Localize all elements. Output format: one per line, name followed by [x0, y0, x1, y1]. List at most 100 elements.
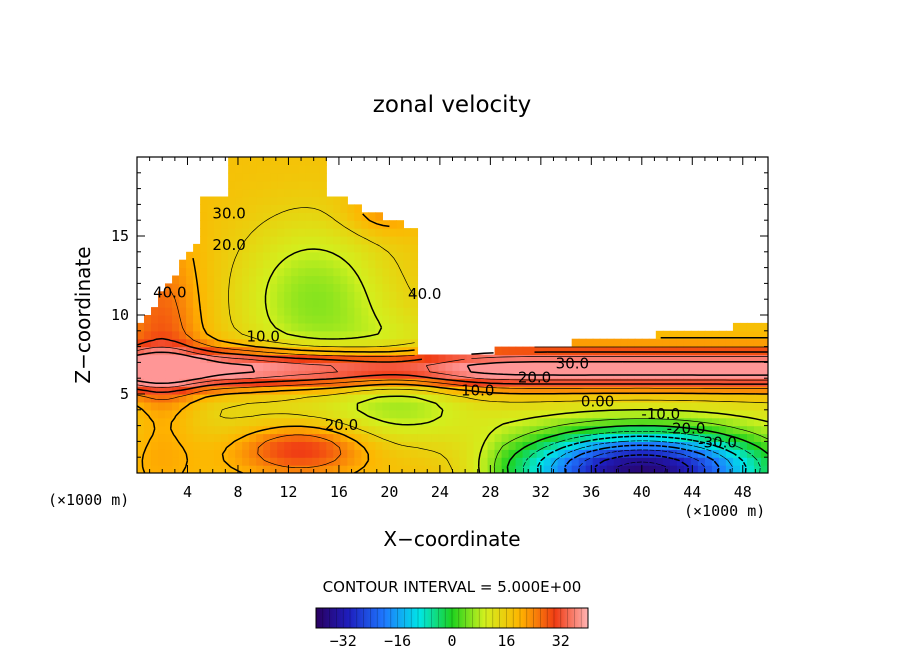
field-cell: [228, 449, 236, 458]
field-cell: [718, 378, 727, 387]
field-cell: [704, 386, 713, 395]
field-cell: [158, 409, 166, 419]
field-cell: [263, 315, 271, 324]
field-cell: [760, 425, 768, 435]
field-cell: [312, 409, 320, 419]
field-cell: [312, 338, 320, 348]
field-cell: [284, 204, 292, 213]
field-cell: [480, 441, 489, 450]
field-cell: [655, 362, 664, 371]
field-cell: [312, 220, 320, 229]
field-cell: [305, 259, 313, 269]
field-cell: [501, 449, 510, 458]
field-cell: [389, 401, 398, 411]
field-cell: [690, 378, 699, 387]
field-cell: [277, 236, 285, 245]
field-cell: [354, 322, 362, 332]
colorbar-tick-label: −32: [330, 632, 357, 650]
field-cell: [291, 425, 299, 435]
field-cell: [179, 378, 187, 387]
field-cell: [354, 267, 362, 277]
field-cell: [424, 457, 433, 466]
field-cell: [277, 307, 285, 316]
field-cell: [305, 465, 313, 473]
field-cell: [396, 251, 405, 261]
field-cell: [270, 307, 278, 316]
field-cell: [445, 378, 454, 387]
field-cell: [347, 386, 355, 395]
field-cell: [333, 338, 341, 348]
field-cell: [200, 283, 208, 292]
field-cell: [375, 441, 383, 450]
field-cell: [697, 457, 706, 466]
field-cell: [396, 330, 405, 340]
field-cell: [242, 457, 250, 466]
field-cell: [669, 433, 678, 442]
field-cell: [543, 465, 552, 473]
field-cell: [403, 291, 412, 300]
field-cell: [319, 370, 327, 379]
field-cell: [424, 378, 433, 387]
field-cell: [403, 386, 412, 395]
field-cell: [480, 465, 489, 473]
field-cell: [760, 441, 768, 450]
field-cell: [158, 315, 166, 324]
field-cell: [725, 330, 734, 340]
field-cell: [522, 346, 531, 356]
field-cell: [144, 449, 152, 458]
field-cell: [494, 386, 503, 395]
field-cell: [683, 346, 692, 356]
field-cell: [214, 220, 222, 229]
field-cell: [291, 315, 299, 324]
field-cell: [151, 441, 159, 450]
field-cell: [221, 315, 229, 324]
field-cell: [340, 243, 348, 253]
field-cell: [641, 354, 650, 363]
field-cell: [193, 457, 201, 466]
field-cell: [340, 394, 348, 403]
field-cell: [669, 378, 678, 387]
field-cell: [242, 267, 250, 277]
field-cell: [249, 164, 257, 174]
field-cell: [522, 354, 531, 363]
field-cell: [634, 417, 643, 427]
field-cell: [571, 386, 580, 395]
field-cell: [431, 354, 440, 363]
field-cell: [347, 378, 355, 387]
field-cell: [403, 236, 412, 245]
field-cell: [179, 267, 187, 277]
field-cell: [543, 425, 552, 435]
field-cell: [312, 251, 320, 261]
field-cell: [249, 259, 257, 269]
field-cell: [221, 330, 229, 340]
field-cell: [270, 457, 278, 466]
field-cell: [340, 386, 348, 395]
field-cell: [403, 449, 412, 458]
field-cell: [662, 394, 671, 403]
field-cell: [179, 394, 187, 403]
field-cell: [382, 465, 390, 473]
field-cell: [361, 465, 369, 473]
field-cell: [312, 291, 320, 300]
field-cell: [690, 409, 699, 419]
field-cell: [711, 449, 720, 458]
field-cell: [312, 401, 320, 411]
field-cell: [347, 236, 355, 245]
field-cell: [368, 370, 376, 379]
field-cell: [515, 401, 524, 411]
field-cell: [256, 259, 264, 269]
field-cell: [277, 164, 285, 174]
field-cell: [410, 243, 419, 253]
field-cell: [277, 441, 285, 450]
field-cell: [564, 378, 573, 387]
field-cell: [228, 251, 236, 261]
field-cell: [725, 417, 734, 427]
field-cell: [375, 259, 383, 269]
field-cell: [242, 386, 250, 395]
field-cell: [249, 449, 257, 458]
field-cell: [375, 243, 383, 253]
field-cell: [298, 228, 306, 237]
field-cell: [508, 401, 517, 411]
field-cell: [249, 220, 257, 229]
field-cell: [354, 251, 362, 261]
